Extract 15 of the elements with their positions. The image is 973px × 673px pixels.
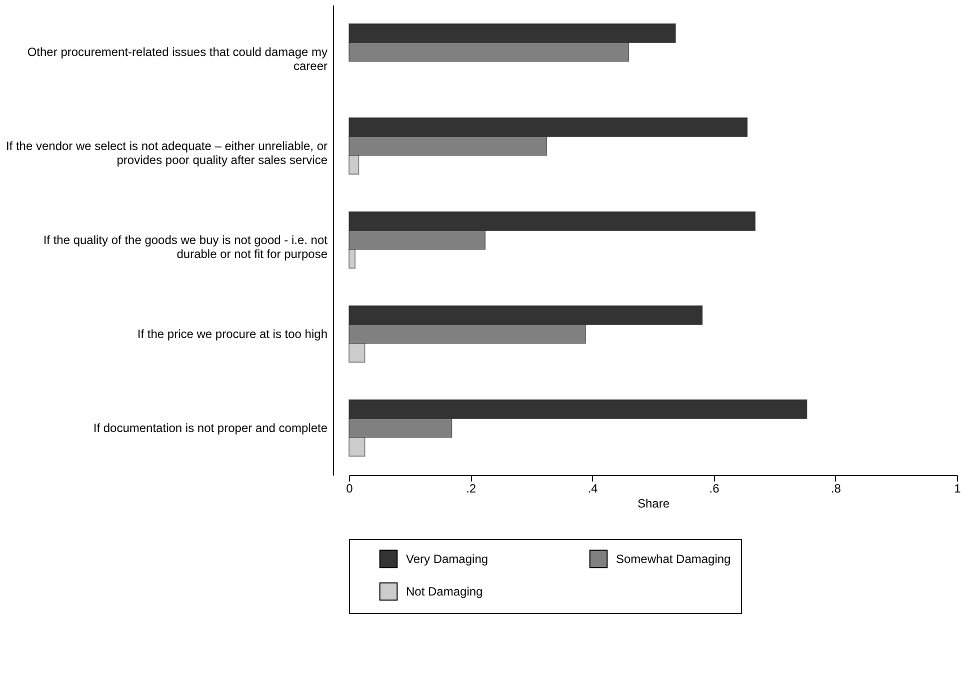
x-tick-label: 0 xyxy=(346,482,354,496)
y-tick-label: Other procurement-related issues that could damage my career xyxy=(27,45,328,73)
legend-label: Not Damaging xyxy=(406,584,483,598)
y-tick-label: If documentation is not proper and complete xyxy=(93,421,328,435)
x-tick-label: .6 xyxy=(709,482,720,496)
x-tick-label: .2 xyxy=(466,482,476,496)
y-tick-label: If the quality of the goods we buy is not good - i.e. not durable or not fit for purpose xyxy=(43,233,328,261)
x-tick-label: 1 xyxy=(954,482,962,496)
x-axis-title: Share xyxy=(637,496,670,510)
y-tick-label: If the vendor we select is not adequate – either unreliable, or provides poor quality after sales service xyxy=(6,139,328,167)
x-tick-label: .8 xyxy=(830,482,842,496)
legend-label: Somewhat Damaging xyxy=(616,552,731,566)
x-tick-label: .4 xyxy=(588,482,598,496)
legend-label: Very Damaging xyxy=(406,552,488,566)
y-tick-label: If the price we procure at is too high xyxy=(137,327,328,341)
